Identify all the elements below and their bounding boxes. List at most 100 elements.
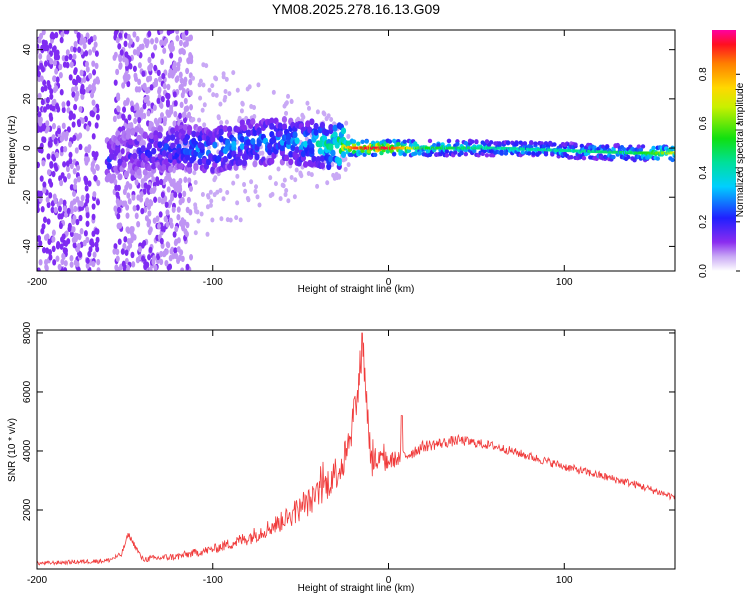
spectrogram-cell xyxy=(608,150,611,154)
spectrogram-cell xyxy=(37,235,41,242)
spectrogram-cell xyxy=(153,64,158,72)
spectrogram-cell xyxy=(604,144,610,150)
spectrogram-cell xyxy=(85,205,90,213)
spectrogram-cell xyxy=(45,103,50,110)
spectrogram-cell xyxy=(51,245,56,253)
spectrogram-cell xyxy=(326,163,332,171)
spectrogram-cell xyxy=(60,146,65,153)
spectrogram-cell xyxy=(80,117,85,124)
spectrogram-cell xyxy=(174,76,179,83)
spectrogram-cell xyxy=(157,196,162,204)
spectrogram-cell xyxy=(56,127,61,135)
spectrogram-cell xyxy=(302,140,309,148)
spectrogram-cell xyxy=(178,186,183,193)
spectrogram-cell xyxy=(380,146,383,150)
spectrogram-cell xyxy=(49,62,54,69)
spectrogram-cell xyxy=(568,149,571,153)
spectrogram-cell xyxy=(201,62,206,68)
spectrogram-cell xyxy=(289,99,294,105)
spectrogram-cell xyxy=(212,141,218,149)
spectrogram-cell xyxy=(141,255,146,262)
spectrogram-cell xyxy=(95,76,100,83)
spectrogram-cell xyxy=(146,184,151,192)
spectrogram-cell xyxy=(45,196,50,203)
spectrogram-cell xyxy=(65,165,70,173)
spectrogram-cell xyxy=(124,249,129,256)
spectrogram-cell xyxy=(59,213,64,220)
spectrogram-cell xyxy=(284,100,289,106)
spectrogram-cell xyxy=(83,115,88,123)
spectrogram-cell xyxy=(238,217,243,223)
snr-series-line xyxy=(37,332,675,566)
spectrogram-cell xyxy=(37,92,42,100)
spectrogram-cell xyxy=(146,164,153,172)
spectrogram-cell xyxy=(410,146,413,150)
spectrogram-cell xyxy=(650,151,653,155)
spectrogram-cell xyxy=(72,168,77,175)
spectrogram-cell xyxy=(225,217,230,223)
spectrogram-cell xyxy=(139,196,144,203)
spectrogram-cell xyxy=(246,139,252,146)
spectrogram-cell xyxy=(566,149,569,153)
spectrogram-cell xyxy=(536,148,539,152)
spectrogram-cell xyxy=(395,146,398,150)
spectrogram-cell xyxy=(202,102,207,108)
spectrogram-cell xyxy=(125,181,130,188)
spectrogram-cell xyxy=(75,196,80,203)
spectrogram-cell xyxy=(148,132,155,140)
spectrogram-cell xyxy=(159,250,164,258)
spectrogram-cell xyxy=(271,136,277,144)
spectrogram-cell xyxy=(437,146,440,150)
spectrogram-cell xyxy=(160,95,165,103)
spectrogram-cell xyxy=(384,146,388,150)
spectrogram-cell xyxy=(183,116,188,124)
spectrogram-cell xyxy=(249,179,254,185)
spectrogram-cell xyxy=(39,142,44,150)
spectrogram-cell xyxy=(51,46,56,53)
spectrogram-cell xyxy=(218,101,223,107)
spectrogram-cell xyxy=(593,150,596,154)
spectrogram-cell xyxy=(387,139,393,144)
spectrogram-cell xyxy=(47,83,52,91)
spectrogram-cell xyxy=(255,194,260,200)
spectrogram-cell xyxy=(60,135,65,142)
spectrogram-cell xyxy=(330,162,335,168)
spectrogram-cell xyxy=(178,220,183,227)
spectrogram-cell xyxy=(319,162,326,169)
snr-frame xyxy=(36,329,676,570)
spectrogram-cell xyxy=(526,147,529,151)
spectrogram-cell xyxy=(151,147,157,155)
spectrogram-cell xyxy=(253,188,258,194)
spectrogram-cell xyxy=(114,30,119,35)
spectrogram-cell xyxy=(189,104,194,111)
spectrogram-cell xyxy=(228,217,233,223)
spectrogram-cell xyxy=(53,162,58,169)
spectrogram-cell xyxy=(165,134,172,142)
spectrogram-cell xyxy=(41,246,46,254)
spectrogram-cell xyxy=(40,98,45,106)
spectrogram-cell xyxy=(62,205,67,212)
spectrogram-cell xyxy=(119,49,124,56)
spectrogram-cell xyxy=(247,84,252,90)
spectrogram-cell xyxy=(117,152,122,159)
spectrogram-cell xyxy=(533,141,538,146)
spectrogram-cell xyxy=(174,138,180,145)
spectrogram-cell xyxy=(117,206,122,214)
spectrogram-cell xyxy=(37,105,40,113)
spectrogram-cell xyxy=(340,151,347,158)
spectrogram-cell xyxy=(79,69,84,77)
spectrogram-cell xyxy=(502,146,506,150)
spectrogram-cell xyxy=(186,128,193,136)
spectrogram-cell xyxy=(174,238,179,246)
spectrogram-cell xyxy=(112,248,117,255)
spectrogram-cell xyxy=(88,49,93,56)
spectrogram-cell xyxy=(330,149,336,157)
spectrogram-cell xyxy=(85,86,90,94)
spectrogram-cell xyxy=(161,72,166,80)
spectrogram-cell xyxy=(136,109,141,116)
spectrogram-cell xyxy=(54,68,59,75)
spectrogram-cell xyxy=(53,138,58,145)
figure-title: YM08.2025.278.16.13.G09 xyxy=(272,1,440,17)
spectrogram-cell xyxy=(224,76,229,82)
spectrogram-cell xyxy=(539,141,544,146)
